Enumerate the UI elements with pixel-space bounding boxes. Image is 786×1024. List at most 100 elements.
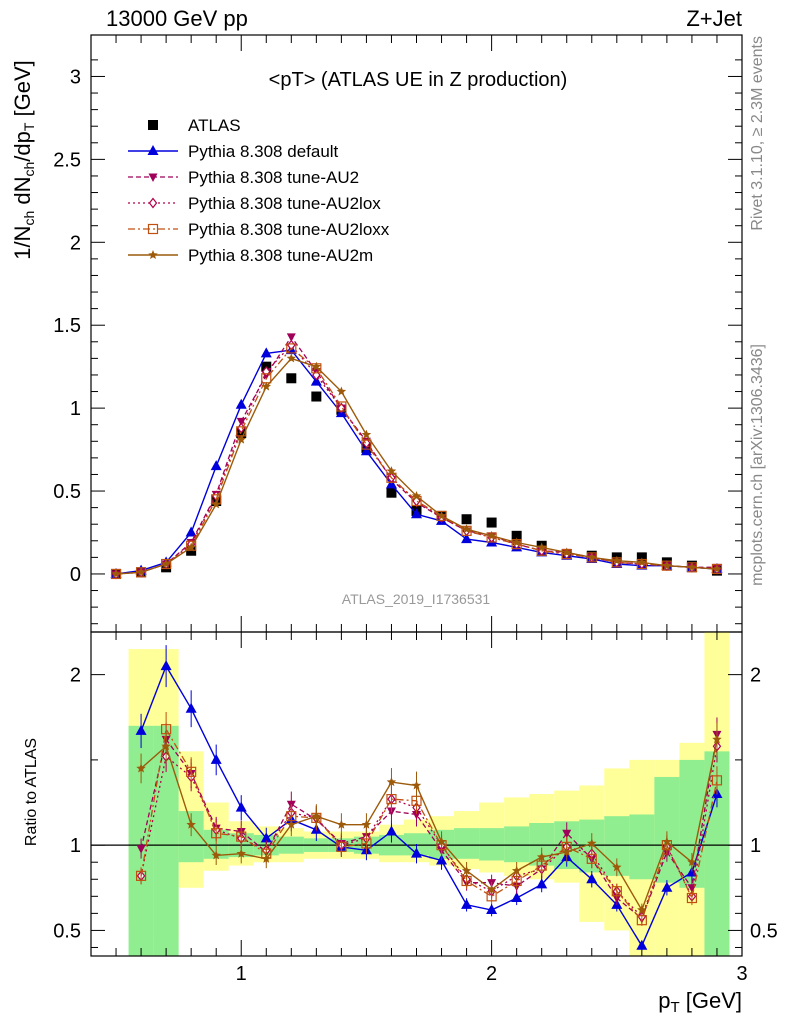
ratio-point-default xyxy=(385,825,397,836)
main-point-au2m xyxy=(662,560,672,570)
ratio-point-au2m xyxy=(662,836,672,846)
main-line-au2loxx xyxy=(115,347,718,575)
main-y-label-part: ch xyxy=(21,211,37,226)
main-ytick-label: 1.5 xyxy=(53,315,81,337)
process-label: Z+Jet xyxy=(686,6,742,31)
ratio-point-default xyxy=(411,847,422,858)
main-point-data xyxy=(461,514,472,525)
legend-entry-au2m: Pythia 8.308 tune-AU2m xyxy=(128,246,373,265)
ratio-line-au2 xyxy=(140,734,718,920)
main-ytick-label: 0 xyxy=(70,564,81,586)
main-point-au2m xyxy=(637,557,647,567)
ratio-point-au2loxx xyxy=(211,828,222,839)
ratio-xtick-label: 3 xyxy=(736,963,747,985)
main-y-label-part: 1/N xyxy=(10,226,35,260)
ratio-point-default xyxy=(486,903,498,914)
main-y-label-part: T xyxy=(21,122,37,131)
ratio-point-au2m xyxy=(361,819,372,829)
ratio-point-default xyxy=(210,753,222,764)
legend-entry-au2loxx: Pythia 8.308 tune-AU2loxx xyxy=(128,220,390,239)
main-point-default xyxy=(461,533,473,544)
ratio-point-au2loxx xyxy=(186,766,197,777)
legend-entry-data: ATLAS xyxy=(148,116,241,135)
main-series-au2lox xyxy=(111,339,722,580)
ratio-ytick-label: 2 xyxy=(70,665,81,687)
ratio-point-au2m xyxy=(136,763,146,773)
ratio-y-label: Ratio to ATLAS xyxy=(23,738,40,846)
main-point-default xyxy=(360,445,372,456)
main-series xyxy=(110,333,723,580)
ratio-series xyxy=(135,645,723,950)
main-point-au2loxx xyxy=(361,439,372,450)
legend-marker-data xyxy=(148,120,158,130)
ratio-point-default xyxy=(185,702,197,713)
main-point-au2m xyxy=(486,530,497,540)
main-ytick-label: 0.5 xyxy=(53,481,81,503)
ratio-point-au2m xyxy=(461,865,472,875)
legend-marker-au2lox xyxy=(148,197,158,209)
ratio-band-inner xyxy=(479,828,505,861)
main-point-au2m xyxy=(612,555,622,565)
ratio-ytick-label-right: 2 xyxy=(750,665,761,687)
main-point-data xyxy=(486,517,497,528)
main-point-au2m xyxy=(136,567,146,577)
main-point-au2m xyxy=(311,361,322,371)
ratio-point-au2loxx xyxy=(336,841,347,852)
mcplots-label: mcplots.cern.ch [arXiv:1306.3436] xyxy=(749,344,766,586)
ratio-line-default xyxy=(140,664,718,948)
main-axes: 0 0.5 1 1.5 2 2.5 3 xyxy=(53,35,742,632)
main-series-data xyxy=(111,361,722,579)
ratio-point-au2loxx xyxy=(611,886,622,897)
main-point-au2 xyxy=(286,333,296,342)
main-point-data xyxy=(386,487,397,498)
main-point-au2m xyxy=(687,562,697,572)
ratio-point-au2m xyxy=(637,904,647,914)
ratio-point-au2m xyxy=(261,853,272,863)
main-point-au2loxx xyxy=(336,401,347,412)
ratio-ytick-label-right: 0.5 xyxy=(750,920,778,942)
ratio-point-default xyxy=(160,660,172,671)
main-point-au2loxx xyxy=(186,540,197,551)
main-point-au2m xyxy=(436,510,447,520)
main-y-label-part: ch xyxy=(21,162,37,177)
ratio-point-au2m xyxy=(536,852,547,862)
ratio-point-au2m xyxy=(186,819,196,829)
ratio-point-default xyxy=(511,892,523,903)
ratio-point-au2 xyxy=(136,845,146,854)
main-series-au2 xyxy=(111,333,722,579)
main-line-default xyxy=(115,349,718,575)
ratio-ytick-label: 1 xyxy=(70,835,81,857)
ratio-point-au2loxx xyxy=(361,838,372,849)
legend-marker-au2loxx xyxy=(147,223,159,235)
x-label-part: p xyxy=(658,988,670,1013)
ratio-point-au2m xyxy=(211,850,221,860)
main-point-au2m xyxy=(111,568,121,578)
legend-label: Pythia 8.308 tune-AU2loxx xyxy=(188,220,390,239)
main-point-au2m xyxy=(461,524,472,534)
main-point-default xyxy=(185,526,197,537)
main-point-data xyxy=(311,391,322,402)
ratio-point-au2m xyxy=(486,884,497,894)
main-point-au2m xyxy=(561,547,572,557)
main-line-au2m xyxy=(115,357,718,575)
main-point-au2m xyxy=(161,559,171,569)
ratio-line-au2lox xyxy=(140,746,718,918)
ratio-point-default xyxy=(260,832,272,843)
main-point-au2m xyxy=(211,499,221,509)
main-point-default xyxy=(210,460,222,471)
main-point-au2m xyxy=(411,491,422,501)
ratio-point-au2m xyxy=(712,734,722,744)
main-point-au2m xyxy=(236,434,246,444)
ratio-point-au2loxx xyxy=(236,831,247,842)
ratio-point-au2 xyxy=(612,894,622,904)
main-y-label-part: dN xyxy=(10,177,35,211)
main-line-au2 xyxy=(115,335,717,575)
ratio-point-au2m xyxy=(161,741,171,751)
ratio-point-au2m xyxy=(236,848,246,858)
ratio-point-au2loxx xyxy=(686,892,698,904)
ratio-point-default xyxy=(135,724,147,735)
main-point-au2m xyxy=(336,386,347,396)
ratio-point-default xyxy=(461,898,473,909)
ratio-point-au2m xyxy=(436,836,447,846)
main-point-au2m xyxy=(587,552,597,562)
